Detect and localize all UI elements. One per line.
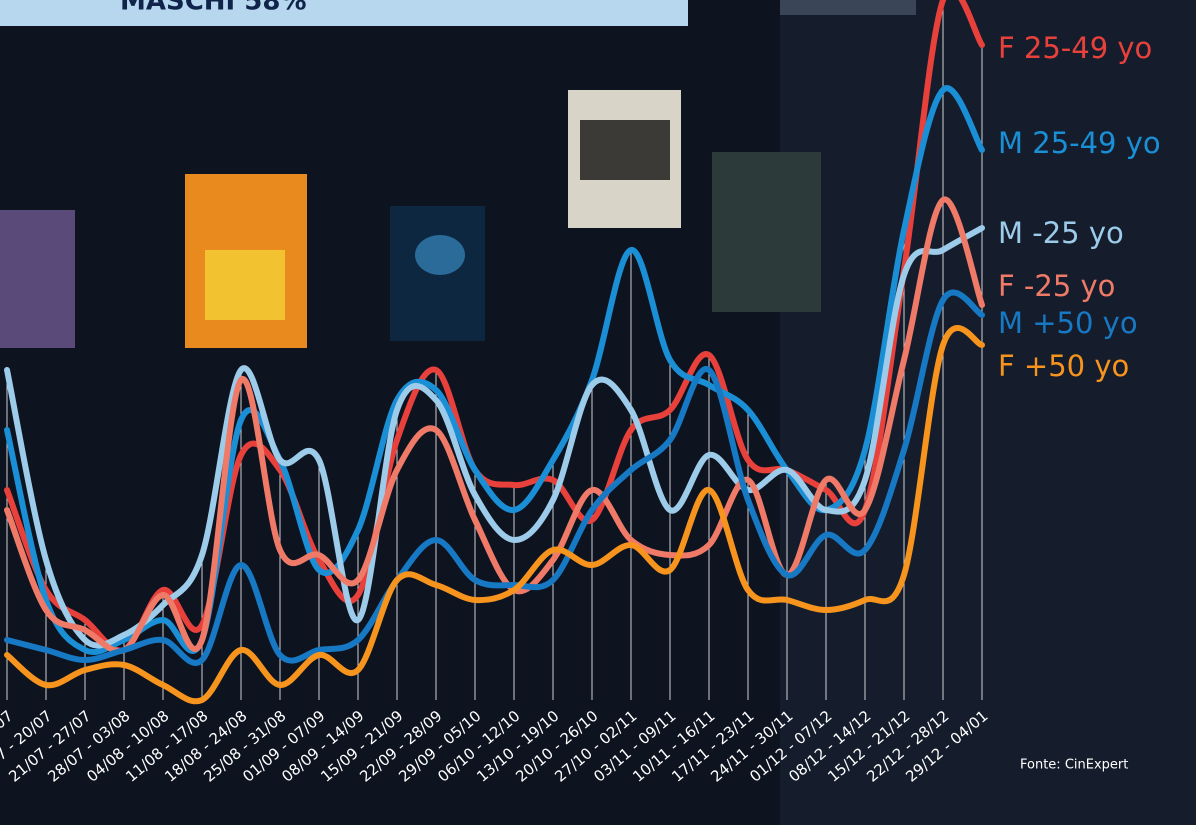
series-label: M +50 yo <box>998 306 1138 340</box>
series-label: M 25-49 yo <box>998 126 1161 160</box>
background-panel <box>780 0 1196 825</box>
banner <box>0 0 688 26</box>
series-label: M -25 yo <box>998 216 1124 250</box>
chart: MASCHI 58% Fonte: CinExpert 07/07 - 13/0… <box>0 0 1196 825</box>
series-label: F +50 yo <box>998 349 1129 383</box>
poster-detail <box>580 120 670 180</box>
poster <box>0 210 75 348</box>
poster-detail <box>415 235 465 275</box>
poster <box>780 0 916 15</box>
banner-title: MASCHI 58% <box>120 0 307 17</box>
source: Fonte: CinExpert <box>1020 758 1128 773</box>
poster-detail <box>205 250 285 320</box>
page: {"header": {"title": "MASCHI 58%"}, "sou… <box>0 0 1196 825</box>
series-label: F -25 yo <box>998 269 1115 303</box>
series-label: F 25-49 yo <box>998 31 1152 65</box>
poster <box>712 152 821 312</box>
